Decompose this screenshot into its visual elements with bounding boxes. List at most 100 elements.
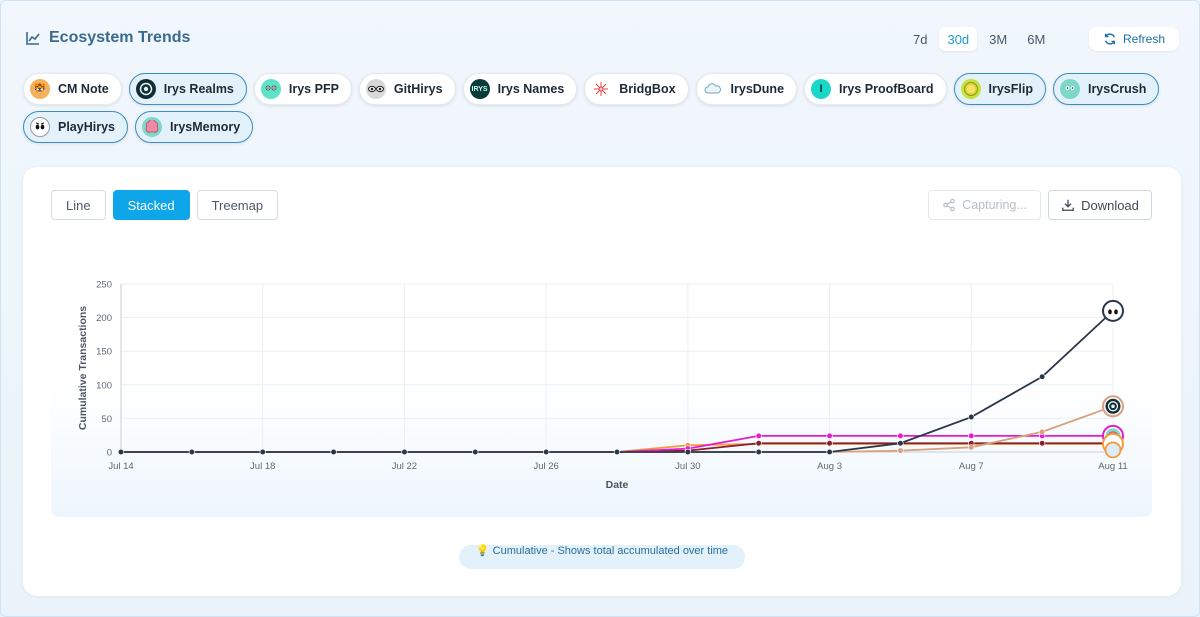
pfp-face-icon <box>260 79 281 99</box>
realms-icon <box>135 79 156 99</box>
series-point <box>1039 428 1046 435</box>
cloud-icon <box>702 79 723 99</box>
project-chip-irysmemory[interactable]: IrysMemory <box>134 111 254 143</box>
ghost-eye-left <box>1108 309 1112 315</box>
project-chip-label: Irys Realms <box>163 82 234 96</box>
page-title: Ecosystem Trends <box>25 29 190 47</box>
page-title-text: Ecosystem Trends <box>49 29 191 46</box>
project-chip-irys-names[interactable]: IRYS Irys Names <box>462 73 578 105</box>
series-point <box>968 413 975 421</box>
series-line <box>121 405 1114 453</box>
series-point <box>897 432 904 439</box>
range-30d[interactable]: 30d <box>939 27 978 51</box>
x-axis-title: Date <box>606 479 629 491</box>
crush-badge-fill <box>1104 441 1122 459</box>
series-point <box>401 448 408 456</box>
brain-icon <box>141 117 162 137</box>
y-tick-label: 150 <box>96 347 112 358</box>
series-point <box>1039 440 1046 447</box>
project-chip-irysflip[interactable]: IrysFlip <box>953 73 1046 105</box>
chart-mode-note: 💡 Cumulative - Shows total accumulated o… <box>459 545 745 569</box>
project-chip-irysdune[interactable]: IrysDune <box>695 73 798 105</box>
series-point <box>188 448 195 456</box>
project-chip-playhirys[interactable]: PlayHirys <box>23 111 128 143</box>
crush-face-icon <box>1059 79 1080 99</box>
proofboard-icon: I <box>811 79 832 99</box>
ghost-face-icon <box>1102 299 1124 322</box>
series-line <box>121 310 1114 453</box>
realms-badge-ring <box>1107 401 1119 412</box>
share-icon <box>943 198 956 212</box>
refresh-icon <box>1104 33 1116 45</box>
series-point <box>968 444 975 451</box>
project-chip-bridgbox[interactable]: BridgBox <box>584 73 689 105</box>
refresh-label: Refresh <box>1122 32 1166 46</box>
tiger-icon: 🐯 <box>30 79 50 99</box>
series-point <box>755 440 762 447</box>
project-chip-label: CM Note <box>58 82 109 96</box>
series-point <box>755 448 762 456</box>
coin-icon <box>960 79 981 99</box>
view-stacked-button[interactable]: Stacked <box>112 190 190 220</box>
y-axis-title: Cumulative Transactions <box>77 306 89 430</box>
capturing-label: Capturing... <box>962 198 1027 212</box>
download-icon <box>1062 199 1074 211</box>
project-chip-irys-pfp[interactable]: Irys PFP <box>253 73 352 105</box>
project-chip-label: PlayHirys <box>58 120 115 134</box>
range-3m[interactable]: 3M <box>989 31 1008 47</box>
cumulative-transactions-chart: 0 50 100 150 200 250 Jul 14 Jul 18 Jul 22 Jul 26 J… <box>77 280 1128 492</box>
x-tick-label: Aug 3 <box>817 461 842 472</box>
range-6m[interactable]: 6M <box>1027 31 1046 47</box>
series-point <box>472 448 479 456</box>
download-button[interactable]: Download <box>1048 190 1152 220</box>
x-tick-label: Jul 22 <box>392 461 417 472</box>
project-chip-cm-note[interactable]: 🐯 CM Note <box>23 73 122 105</box>
realms-badge-dot <box>1111 404 1115 409</box>
series-point <box>897 440 904 447</box>
series-point <box>897 447 904 454</box>
series-point <box>755 432 762 439</box>
names-icon: IRYS <box>469 79 490 99</box>
series-point <box>259 448 266 456</box>
series-point <box>1039 373 1046 380</box>
series-point <box>543 448 550 456</box>
project-chip-iryscrush[interactable]: IrysCrush <box>1052 73 1160 105</box>
x-tick-label: Jul 26 <box>533 461 558 472</box>
time-range-selector: 7d 30d 3M 6M <box>905 27 1053 51</box>
view-line-button[interactable]: Line <box>51 190 106 220</box>
share-capture-button[interactable]: Capturing... <box>928 190 1041 220</box>
project-filter-list: 🐯 CM Note Irys Realms Irys PFP GitHirys … <box>23 73 1183 143</box>
ghost-eye-right <box>1114 309 1118 315</box>
project-chip-label: Irys PFP <box>288 82 339 96</box>
y-tick-label: 250 <box>96 280 112 291</box>
project-chip-label: BridgBox <box>619 82 676 96</box>
range-7d[interactable]: 7d <box>913 31 928 47</box>
y-tick-label: 100 <box>96 380 112 391</box>
ghost-face-icon <box>30 117 50 137</box>
project-chip-githirys[interactable]: GitHirys <box>358 73 456 105</box>
view-treemap-button[interactable]: Treemap <box>196 190 279 220</box>
series-point <box>117 448 125 456</box>
y-tick-label: 0 <box>107 448 112 459</box>
project-chip-label: IrysCrush <box>1087 82 1147 96</box>
chart-card: Line Stacked Treemap Capturing... Downlo… <box>23 167 1181 596</box>
chart-view-selector: Line Stacked Treemap <box>51 190 279 220</box>
series-point <box>826 440 833 447</box>
refresh-button[interactable]: Refresh <box>1089 27 1179 51</box>
x-tick-label: Aug 11 <box>1098 461 1127 472</box>
series-point <box>826 448 833 456</box>
project-chip-label: Irys ProofBoard <box>839 82 934 96</box>
trend-chart-icon <box>26 32 40 45</box>
y-tick-label: 200 <box>96 313 112 324</box>
project-chip-label: IrysFlip <box>988 82 1033 96</box>
download-label: Download <box>1081 197 1139 213</box>
y-tick-label: 50 <box>101 414 112 425</box>
chart-area: 0 50 100 150 200 250 Jul 14 Jul 18 Jul 22 Jul 26 J… <box>51 274 1152 517</box>
project-chip-label: IrysDune <box>730 82 785 96</box>
x-tick-label: Aug 7 <box>959 461 984 472</box>
x-tick-label: Jul 18 <box>250 461 275 472</box>
project-chip-irys-proofboard[interactable]: I Irys ProofBoard <box>804 73 947 105</box>
project-chip-irys-realms[interactable]: Irys Realms <box>128 73 247 105</box>
series-point <box>613 448 621 456</box>
